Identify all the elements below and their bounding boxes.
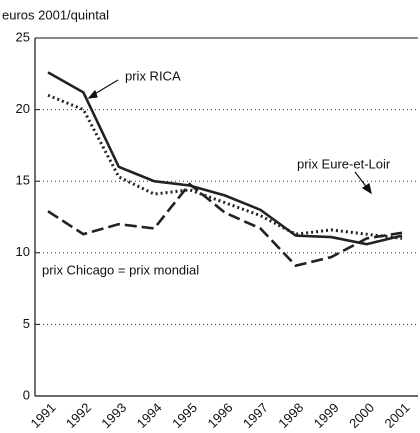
x-tick-label: 2001 <box>381 400 412 428</box>
y-tick-label: 10 <box>16 244 30 259</box>
annotation: prix RICA <box>125 68 181 83</box>
x-tick-label: 1991 <box>27 400 58 428</box>
x-tick-label: 1993 <box>98 400 129 428</box>
x-tick-label: 1996 <box>204 400 235 428</box>
annotation: prix Chicago = prix mondial <box>42 262 199 277</box>
x-tick-label: 1994 <box>134 400 165 428</box>
arrows <box>87 79 372 195</box>
y-tick-label: 25 <box>16 29 30 44</box>
series-line <box>47 71 403 246</box>
y-tick-label: 0 <box>23 387 30 402</box>
x-tick-label: 1992 <box>63 400 94 428</box>
x-tick-label: 1997 <box>240 400 271 428</box>
x-tick-label: 2000 <box>346 400 377 428</box>
x-tick-label: 1998 <box>275 400 306 428</box>
y-tick-label: 20 <box>16 101 30 116</box>
x-tick-label: 1999 <box>311 400 342 428</box>
y-tick-label: 5 <box>23 316 30 331</box>
y-tick-label: 15 <box>16 173 30 188</box>
x-tick-label: 1995 <box>169 400 200 428</box>
series-line <box>47 93 403 240</box>
y-axis-label: euros 2001/quintal <box>2 7 109 22</box>
annotation: prix Eure-et-Loir <box>297 156 391 171</box>
